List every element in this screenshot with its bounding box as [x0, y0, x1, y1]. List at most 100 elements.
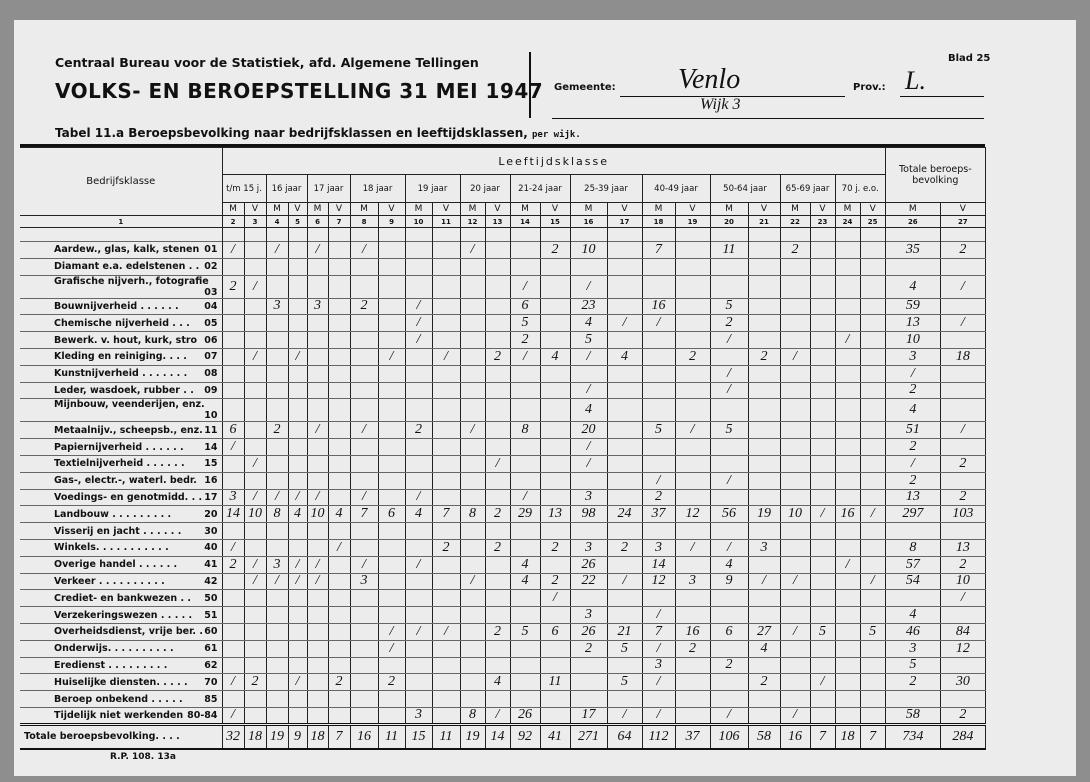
row-label: Papiernijverheid . . . . . . 14	[20, 438, 223, 456]
empty-cell	[509, 454, 541, 473]
caption-text: Tabel 11.a Beroepsbevolking naar bedrijf…	[55, 126, 528, 140]
cell-value: /	[606, 572, 643, 591]
empty-cell	[287, 706, 308, 725]
column-number: 4	[265, 215, 289, 228]
header-row: t/m 15 j. 16 jaar 17 jaar 18 jaar 19 jaar 20 …	[20, 174, 985, 203]
spacer-cell	[674, 227, 711, 242]
empty-cell	[509, 690, 541, 708]
sex-label: V	[377, 202, 406, 216]
empty-cell	[243, 398, 267, 423]
empty-cell	[377, 706, 406, 725]
cell-value: 4	[327, 505, 351, 524]
cell-value: 2	[884, 673, 941, 692]
cell-value: /	[859, 505, 886, 524]
age-group: 18 jaar	[349, 174, 406, 203]
empty-cell	[747, 488, 781, 507]
empty-cell	[809, 589, 836, 608]
cell-value: /	[221, 438, 245, 456]
sex-label: M	[569, 202, 608, 216]
cell-value: 92	[509, 722, 541, 751]
cell-value: /	[484, 706, 511, 725]
empty-cell	[459, 622, 486, 641]
cell-value: 2	[484, 505, 511, 524]
empty-cell	[709, 606, 749, 624]
empty-cell	[674, 381, 711, 400]
empty-cell	[287, 438, 308, 456]
empty-cell	[779, 364, 811, 383]
empty-cell	[327, 274, 351, 299]
empty-cell	[834, 522, 861, 540]
empty-cell	[779, 381, 811, 400]
row-name: Leder, wasdoek, rubber . .	[54, 384, 194, 396]
empty-cell	[509, 471, 541, 490]
spacer-cell	[265, 227, 289, 242]
empty-cell	[287, 522, 308, 540]
cell-value: /	[377, 622, 406, 641]
cell-value: /	[884, 364, 941, 383]
municipality-label: Gemeente:	[554, 82, 616, 93]
column-number: 15	[539, 215, 571, 228]
cell-value: 5	[859, 622, 886, 641]
cell-value: 16	[834, 505, 861, 524]
total-header: Totale beroeps- bevolking	[884, 147, 986, 203]
cell-value: 2	[484, 347, 511, 366]
cell-value: 3	[884, 639, 941, 658]
data-row: Huiselijke diensten. . . . . 70/2/2 2 4 11 5/…	[20, 673, 986, 692]
cell-value: /	[509, 347, 541, 366]
empty-cell	[859, 589, 886, 608]
empty-cell	[859, 331, 886, 349]
cell-value: /	[306, 555, 329, 574]
empty-cell	[265, 331, 289, 349]
cell-value: 98	[569, 505, 608, 524]
empty-cell	[709, 639, 749, 658]
cell-value: 2	[221, 555, 245, 574]
cell-value: 2	[539, 538, 571, 557]
empty-cell	[709, 690, 749, 708]
empty-cell	[431, 241, 461, 259]
cell-value: 7	[641, 622, 676, 641]
empty-cell	[809, 381, 836, 400]
empty-cell	[809, 706, 836, 725]
empty-cell	[349, 589, 379, 608]
empty-cell	[809, 471, 836, 490]
empty-cell	[641, 398, 676, 423]
empty-cell	[459, 274, 486, 299]
cell-value: 2	[265, 421, 289, 440]
empty-cell	[884, 257, 941, 276]
empty-cell	[674, 364, 711, 383]
empty-cell	[539, 274, 571, 299]
cell-value: 23	[569, 297, 608, 316]
empty-cell	[306, 274, 329, 299]
cell-value: /	[459, 572, 486, 591]
cell-value: 16	[674, 622, 711, 641]
empty-cell	[349, 381, 379, 400]
empty-cell	[539, 331, 571, 349]
empty-cell	[484, 589, 511, 608]
empty-cell	[606, 398, 643, 423]
empty-cell	[431, 639, 461, 658]
empty-cell	[569, 522, 608, 540]
empty-cell	[779, 522, 811, 540]
cell-value: 64	[606, 722, 643, 751]
empty-cell	[674, 314, 711, 333]
empty-cell	[747, 398, 781, 423]
spacer-cell	[884, 227, 941, 242]
empty-cell	[431, 572, 461, 591]
row-label: Metaalnijv., scheepsb., enz. 11	[20, 421, 223, 440]
empty-cell	[377, 606, 406, 624]
empty-cell	[539, 314, 571, 333]
sex-label: M	[459, 202, 486, 216]
empty-cell	[939, 606, 986, 624]
empty-cell	[306, 364, 329, 383]
empty-cell	[674, 274, 711, 299]
empty-cell	[834, 421, 861, 440]
empty-cell	[459, 331, 486, 349]
column-number: 11	[431, 215, 461, 228]
row-name: Overige handel . . . . . .	[54, 559, 178, 571]
data-row: Bouwnijverheid . . . . . . 04 3 3 2 / 6 23 16 5 59	[20, 297, 986, 316]
empty-cell	[539, 522, 571, 540]
empty-cell	[539, 555, 571, 574]
empty-cell	[484, 297, 511, 316]
cell-value: /	[509, 274, 541, 299]
sex-label: M	[834, 202, 861, 216]
